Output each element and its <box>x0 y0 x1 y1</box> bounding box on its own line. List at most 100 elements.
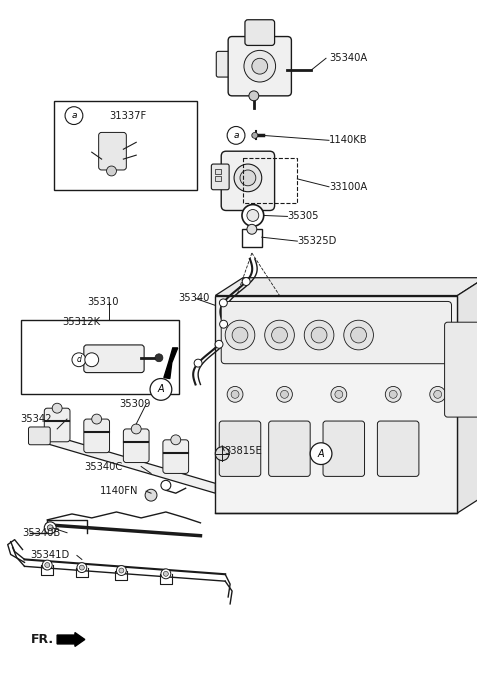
Circle shape <box>65 106 83 125</box>
Circle shape <box>150 378 172 400</box>
Text: 35312K: 35312K <box>62 317 100 327</box>
Bar <box>216 296 457 513</box>
Circle shape <box>77 563 87 572</box>
Circle shape <box>161 480 171 490</box>
Text: 31337F: 31337F <box>109 111 147 121</box>
Circle shape <box>42 560 52 570</box>
Circle shape <box>85 353 99 367</box>
Text: d: d <box>76 355 81 364</box>
Circle shape <box>240 170 256 186</box>
Text: 35309: 35309 <box>120 399 151 410</box>
Polygon shape <box>457 278 480 513</box>
Circle shape <box>79 565 84 570</box>
FancyBboxPatch shape <box>221 151 275 210</box>
FancyBboxPatch shape <box>163 440 189 473</box>
FancyBboxPatch shape <box>211 164 229 190</box>
FancyBboxPatch shape <box>28 427 50 445</box>
Circle shape <box>234 164 262 192</box>
Circle shape <box>335 391 343 398</box>
Text: a: a <box>233 131 239 140</box>
Circle shape <box>52 403 62 413</box>
Circle shape <box>216 447 229 460</box>
FancyBboxPatch shape <box>245 20 275 45</box>
Circle shape <box>171 435 180 445</box>
Text: FR.: FR. <box>30 633 54 646</box>
Circle shape <box>131 424 141 434</box>
Circle shape <box>163 572 168 576</box>
FancyBboxPatch shape <box>219 421 261 477</box>
Text: 35310: 35310 <box>87 298 118 307</box>
Circle shape <box>145 490 157 501</box>
Circle shape <box>119 568 124 573</box>
Text: a: a <box>71 111 77 120</box>
Circle shape <box>219 299 228 307</box>
FancyBboxPatch shape <box>269 421 310 477</box>
Text: 35325D: 35325D <box>297 236 336 246</box>
Circle shape <box>310 443 332 464</box>
Circle shape <box>272 327 288 343</box>
Circle shape <box>92 414 102 424</box>
Circle shape <box>232 327 248 343</box>
FancyBboxPatch shape <box>84 345 144 373</box>
Circle shape <box>215 340 223 348</box>
Circle shape <box>155 354 163 362</box>
Text: 35340A: 35340A <box>329 54 367 63</box>
Circle shape <box>430 386 445 402</box>
Circle shape <box>45 563 50 567</box>
Circle shape <box>264 320 294 350</box>
Text: A: A <box>318 449 324 458</box>
Circle shape <box>344 320 373 350</box>
Circle shape <box>244 50 276 82</box>
Circle shape <box>227 386 243 402</box>
Circle shape <box>194 359 202 367</box>
FancyBboxPatch shape <box>123 429 149 462</box>
FancyArrow shape <box>57 633 85 646</box>
Circle shape <box>311 327 327 343</box>
Circle shape <box>47 525 53 531</box>
Bar <box>242 229 262 247</box>
Circle shape <box>280 391 288 398</box>
Text: 35341D: 35341D <box>30 551 70 561</box>
Text: 35340C: 35340C <box>84 462 122 471</box>
Circle shape <box>351 327 367 343</box>
Circle shape <box>252 132 258 138</box>
FancyBboxPatch shape <box>221 302 452 363</box>
Circle shape <box>242 277 250 285</box>
Text: 1140FN: 1140FN <box>100 486 138 496</box>
Bar <box>216 176 221 181</box>
FancyBboxPatch shape <box>44 408 70 442</box>
Text: 35342: 35342 <box>21 414 52 424</box>
Circle shape <box>161 569 171 579</box>
Circle shape <box>227 127 245 144</box>
Text: 33815E: 33815E <box>224 445 262 456</box>
FancyBboxPatch shape <box>99 132 126 170</box>
Circle shape <box>252 58 268 74</box>
Circle shape <box>276 386 292 402</box>
Circle shape <box>331 386 347 402</box>
Circle shape <box>117 565 126 576</box>
Bar <box>216 169 221 174</box>
Polygon shape <box>30 429 216 493</box>
Text: 35340: 35340 <box>179 294 210 304</box>
Circle shape <box>72 353 86 367</box>
Circle shape <box>242 205 264 226</box>
FancyBboxPatch shape <box>216 52 234 77</box>
Circle shape <box>247 224 257 234</box>
Polygon shape <box>216 278 480 296</box>
Text: 35305: 35305 <box>288 212 319 222</box>
Bar <box>54 101 197 190</box>
Circle shape <box>389 391 397 398</box>
FancyBboxPatch shape <box>377 421 419 477</box>
Circle shape <box>434 391 442 398</box>
Circle shape <box>385 386 401 402</box>
Text: A: A <box>157 384 164 395</box>
FancyBboxPatch shape <box>84 419 109 453</box>
FancyBboxPatch shape <box>228 37 291 96</box>
Circle shape <box>220 320 228 328</box>
Text: 1140KB: 1140KB <box>329 136 368 145</box>
Circle shape <box>247 210 259 222</box>
Circle shape <box>304 320 334 350</box>
FancyBboxPatch shape <box>444 322 480 417</box>
Polygon shape <box>164 348 178 378</box>
Circle shape <box>107 166 117 176</box>
